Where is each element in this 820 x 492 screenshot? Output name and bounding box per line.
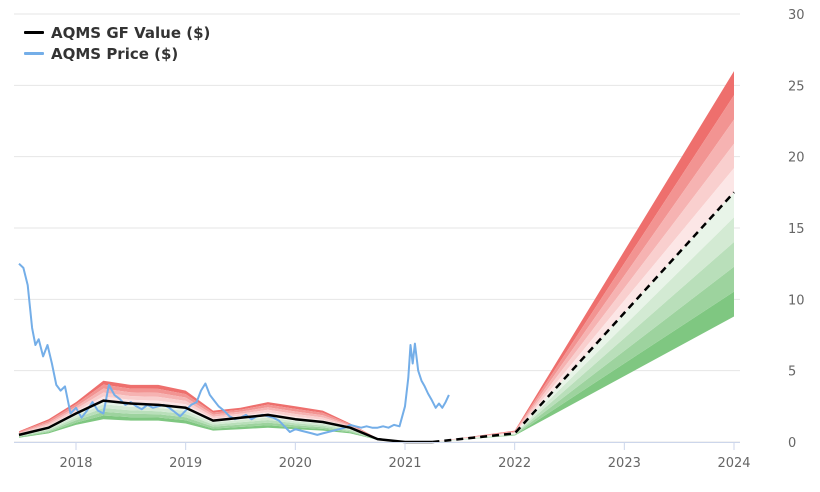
legend-swatch-gf-value	[24, 31, 44, 34]
x-tick-label: 2018	[59, 456, 92, 471]
legend-item-price[interactable]: AQMS Price ($)	[24, 43, 210, 64]
x-tick-label: 2020	[279, 456, 312, 471]
band-lower-strip	[19, 411, 433, 442]
x-tick-label: 2022	[498, 456, 531, 471]
y-tick-label: 0	[788, 436, 796, 451]
band-lower-strip	[19, 400, 433, 442]
y-tick-label: 25	[788, 79, 805, 94]
x-tick-label: 2024	[717, 456, 750, 471]
x-tick-label: 2021	[388, 456, 421, 471]
band-lower-strip	[19, 415, 433, 442]
legend-label-price: AQMS Price ($)	[51, 44, 179, 63]
gf-value-line	[18, 399, 433, 444]
band-lower-strip	[19, 404, 433, 442]
legend-item-gf-value[interactable]: AQMS GF Value ($)	[24, 22, 210, 43]
y-tick-label: 20	[788, 151, 805, 166]
grid-lines	[14, 13, 740, 443]
legend-label-gf-value: AQMS GF Value ($)	[51, 23, 211, 42]
y-tick-label: 10	[788, 293, 805, 308]
band-upper-strip	[19, 388, 433, 442]
legend-swatch-price	[24, 52, 44, 55]
axes: 0 5 10 15 20 25 30 2018 2019 2020 2021 2022 2023 2024	[14, 8, 805, 471]
gf-value-projection-line	[432, 191, 735, 444]
y-tick-label: 30	[788, 8, 805, 23]
x-tick-label: 2019	[169, 456, 202, 471]
x-tick-label: 2023	[608, 456, 641, 471]
chart-legend: AQMS GF Value ($) AQMS Price ($)	[24, 22, 210, 64]
series-lines	[18, 191, 735, 444]
band-lower-strip	[19, 408, 433, 442]
y-tick-label: 15	[788, 222, 805, 237]
value-band	[19, 71, 734, 443]
y-tick-label: 5	[788, 365, 796, 380]
